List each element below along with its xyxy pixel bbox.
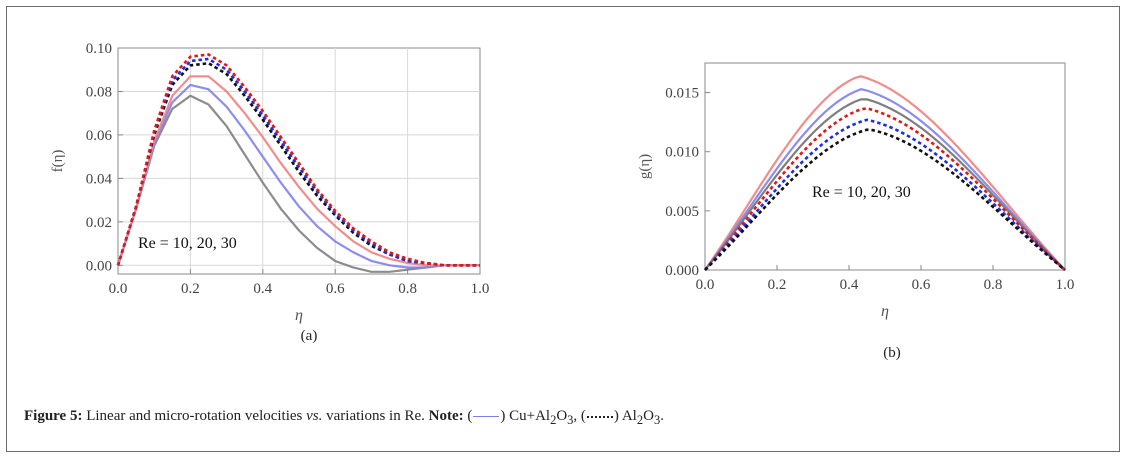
x-tick-label: 1.0: [471, 281, 490, 297]
plot-frame: [117, 47, 481, 275]
series-line-dotted-4: [704, 118, 1066, 271]
series-line-dotted-5: [116, 53, 480, 267]
y-axis-label: f(η): [50, 150, 66, 173]
x-tick-label: 0.0: [696, 277, 715, 293]
y-tick-label: 0.06: [86, 128, 113, 144]
x-tick-label: 0.4: [840, 277, 859, 293]
series-line-dotted-3: [116, 61, 480, 267]
caption-o: O: [556, 408, 568, 424]
caption-vs: vs.: [306, 408, 323, 424]
x-tick-label: 0.8: [398, 281, 417, 297]
x-tick-label: 0.6: [326, 281, 345, 297]
caption-sub: 2: [636, 413, 644, 427]
caption-open1: (: [463, 408, 473, 424]
caption-al: ) Al: [613, 408, 637, 424]
series-line-solid-1: [116, 83, 480, 269]
chart-a: 0.0 0.2 0.4 0.6 0.8 1.0 0.00 0.02 0.04 0.06 0.08 0.…: [50, 41, 489, 344]
caption-cu-al: ) Cu+Al: [500, 408, 551, 424]
y-axis-label: g(η): [637, 154, 653, 179]
x-axis-label: η: [295, 307, 303, 324]
x-axis-label: η: [881, 303, 889, 320]
caption-sub: 3: [653, 413, 661, 427]
series-line-dotted-5: [704, 128, 1066, 272]
caption-o: O: [643, 408, 654, 424]
y-tick-label: 0.00: [86, 258, 112, 274]
annotation-re: Re = 10, 20, 30: [138, 235, 237, 252]
caption-note: Note:: [428, 408, 464, 424]
plot-frame: [704, 62, 1066, 271]
caption-text: Linear and micro-rotation velocities: [82, 408, 307, 424]
panel-label-a: (a): [301, 328, 318, 344]
y-tick-label: 0.010: [665, 145, 699, 161]
y-tick-label: 0.015: [665, 86, 699, 102]
series-line-dotted-4: [116, 57, 480, 267]
caption-sub: 3: [567, 413, 574, 427]
series-line-solid-2: [704, 98, 1066, 271]
annotation-re: Re = 10, 20, 30: [812, 184, 911, 201]
y-tick-label: 0.005: [665, 204, 699, 220]
y-tick-label: 0.04: [86, 171, 113, 187]
caption-label: Figure 5:: [24, 408, 83, 424]
series-line-dotted-3: [704, 107, 1066, 271]
series-line-solid-2: [116, 75, 480, 267]
legend-dotted-line-swatch: [586, 415, 613, 418]
x-tick-label: 0.4: [253, 281, 272, 297]
x-tick-label: 0.2: [768, 277, 787, 293]
series-line-solid-1: [704, 88, 1066, 271]
figure-caption: Figure 5: Linear and micro-rotation velo…: [24, 408, 664, 428]
y-tick-label: 0.08: [86, 84, 112, 100]
x-tick-label: 0.8: [984, 277, 1003, 293]
caption-sub: 2: [550, 413, 557, 427]
y-tick-label: 0.000: [665, 263, 699, 279]
x-tick-label: 1.0: [1056, 277, 1075, 293]
caption-open2: , (: [573, 408, 586, 424]
x-tick-label: 0.6: [912, 277, 931, 293]
caption-end: .: [660, 408, 664, 424]
y-tick-label: 0.02: [86, 215, 112, 231]
x-tick-label: 0.0: [109, 281, 128, 297]
series-line-solid-0: [704, 75, 1066, 271]
chart-b: 0.0 0.2 0.4 0.6 0.8 1.0 0.000 0.005 0.010 0.015 η g…: [637, 62, 1075, 361]
caption-text2: variations in Re.: [322, 408, 429, 424]
legend-solid-line-swatch: [473, 416, 500, 418]
x-tick-label: 0.2: [181, 281, 200, 297]
panel-label-b: (b): [883, 345, 901, 361]
figure-frame: [6, 6, 1120, 452]
y-tick-label: 0.10: [86, 41, 112, 57]
